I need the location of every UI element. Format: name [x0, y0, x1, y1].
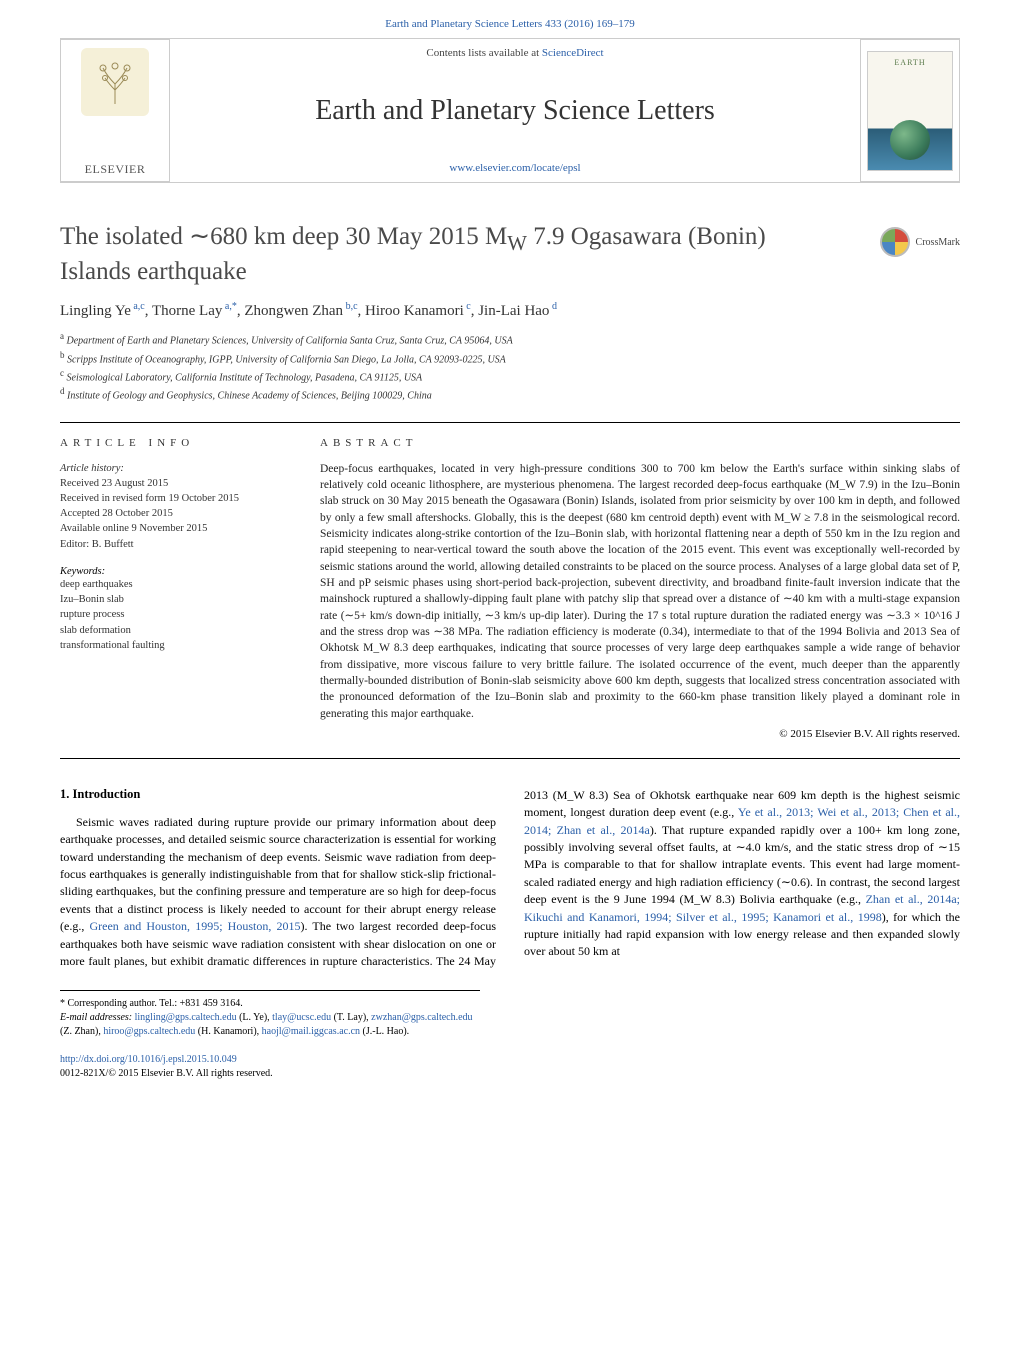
info-abstract-row: article info Article history: Received 2… [60, 437, 960, 740]
affiliation-b: b Scripps Institute of Oceanography, IGP… [60, 349, 960, 367]
copyright-line: © 2015 Elsevier B.V. All rights reserved… [320, 728, 960, 740]
article-title: The isolated ∼680 km deep 30 May 2015 MW… [60, 221, 960, 287]
authors-line: Lingling Ye a,c, Thorne Lay a,*, Zhongwe… [60, 301, 960, 320]
emails-label: E-mail addresses: [60, 1012, 135, 1023]
journal-issue-line: Earth and Planetary Science Letters 433 … [0, 0, 1020, 38]
email-who: (J.-L. Hao) [363, 1026, 407, 1037]
contents-available-line: Contents lists available at ScienceDirec… [426, 47, 603, 59]
history-received: Received 23 August 2015 [60, 476, 290, 491]
email-link[interactable]: haojl@mail.iggcas.ac.cn [262, 1026, 360, 1037]
affiliations: a Department of Earth and Planetary Scie… [60, 330, 960, 403]
abstract-column: abstract Deep-focus earthquakes, located… [320, 437, 960, 740]
abstract-heading: abstract [320, 437, 960, 449]
history-label: Article history: [60, 461, 290, 476]
keyword: Izu–Bonin slab [60, 592, 290, 607]
email-link[interactable]: hiroo@gps.caltech.edu [103, 1026, 195, 1037]
crossmark-icon [880, 227, 910, 257]
history-editor: Editor: B. Buffett [60, 537, 290, 552]
affiliation-c: c Seismological Laboratory, California I… [60, 367, 960, 385]
sciencedirect-link[interactable]: ScienceDirect [542, 47, 604, 59]
crossmark-badge[interactable]: CrossMark [880, 227, 960, 257]
header-center: Contents lists available at ScienceDirec… [170, 39, 860, 182]
citation-link[interactable]: Green and Houston, 1995; [89, 919, 227, 933]
article-history: Article history: Received 23 August 2015… [60, 461, 290, 552]
intro-paragraph: Seismic waves radiated during rupture pr… [60, 787, 960, 971]
history-revised: Received in revised form 19 October 2015 [60, 491, 290, 506]
affiliation-a: a Department of Earth and Planetary Scie… [60, 330, 960, 348]
crossmark-label: CrossMark [916, 237, 960, 248]
history-accepted: Accepted 28 October 2015 [60, 506, 290, 521]
email-link[interactable]: zwzhan@gps.caltech.edu [371, 1012, 472, 1023]
journal-cover-box [860, 39, 960, 182]
keyword: deep earthquakes [60, 577, 290, 592]
body-two-column: 1. Introduction Seismic waves radiated d… [60, 787, 960, 971]
elsevier-label: ELSEVIER [85, 162, 146, 177]
article-info-heading: article info [60, 437, 290, 449]
journal-homepage-link[interactable]: www.elsevier.com/locate/epsl [449, 162, 580, 174]
keyword: slab deformation [60, 623, 290, 638]
intro-text-1: Seismic waves radiated during rupture pr… [60, 815, 496, 933]
elsevier-tree-icon [81, 48, 149, 116]
journal-name: Earth and Planetary Science Letters [315, 95, 715, 127]
footnotes: * Corresponding author. Tel.: +831 459 3… [60, 990, 480, 1039]
email-who: (Z. Zhan) [60, 1026, 98, 1037]
divider [60, 758, 960, 759]
keyword: transformational faulting [60, 638, 290, 653]
citation-link[interactable]: Houston, 2015 [228, 919, 301, 933]
contents-prefix: Contents lists available at [426, 47, 541, 59]
divider [60, 422, 960, 423]
keywords-list: deep earthquakes Izu–Bonin slab rupture … [60, 577, 290, 653]
email-who: (L. Ye) [239, 1012, 267, 1023]
email-link[interactable]: tlay@ucsc.edu [272, 1012, 331, 1023]
publisher-logo-box: ELSEVIER [60, 39, 170, 182]
abstract-text: Deep-focus earthquakes, located in very … [320, 461, 960, 722]
article-info-column: article info Article history: Received 2… [60, 437, 290, 740]
keywords-label: Keywords: [60, 566, 290, 577]
email-who: (T. Lay) [334, 1012, 367, 1023]
affiliation-d: d Institute of Geology and Geophysics, C… [60, 385, 960, 403]
corresponding-author: * Corresponding author. Tel.: +831 459 3… [60, 997, 480, 1011]
journal-cover-icon [867, 51, 953, 171]
history-online: Available online 9 November 2015 [60, 521, 290, 536]
doi-block: http://dx.doi.org/10.1016/j.epsl.2015.10… [60, 1053, 960, 1081]
section-1-heading: 1. Introduction [60, 787, 496, 802]
email-addresses: E-mail addresses: lingling@gps.caltech.e… [60, 1011, 480, 1039]
email-link[interactable]: lingling@gps.caltech.edu [135, 1012, 237, 1023]
keyword: rupture process [60, 607, 290, 622]
email-who: (H. Kanamori) [198, 1026, 257, 1037]
issn-copyright: 0012-821X/© 2015 Elsevier B.V. All right… [60, 1067, 960, 1081]
journal-header: ELSEVIER Contents lists available at Sci… [60, 38, 960, 183]
doi-link[interactable]: http://dx.doi.org/10.1016/j.epsl.2015.10… [60, 1054, 237, 1065]
article-header: CrossMark The isolated ∼680 km deep 30 M… [60, 221, 960, 404]
globe-icon [890, 120, 930, 160]
